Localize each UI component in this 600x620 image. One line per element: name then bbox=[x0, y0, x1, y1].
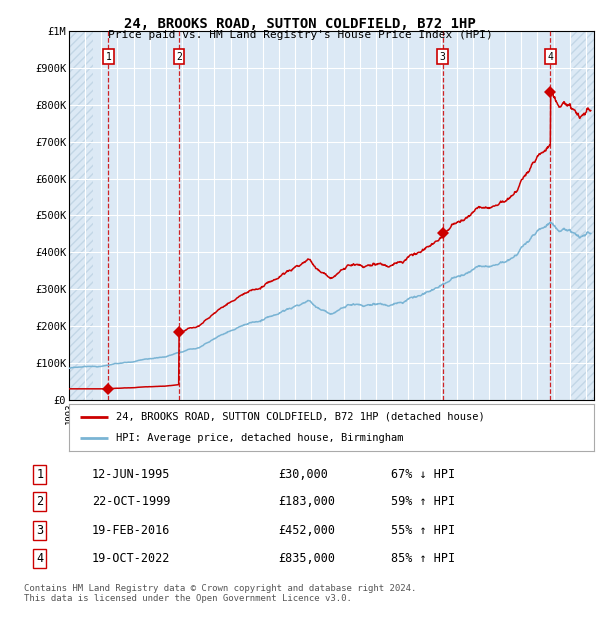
Text: Contains HM Land Registry data © Crown copyright and database right 2024.
This d: Contains HM Land Registry data © Crown c… bbox=[24, 584, 416, 603]
Text: £183,000: £183,000 bbox=[278, 495, 335, 508]
Text: £835,000: £835,000 bbox=[278, 552, 335, 565]
Text: 2: 2 bbox=[36, 495, 43, 508]
Text: 3: 3 bbox=[440, 52, 446, 62]
Bar bbox=[570, 31, 594, 400]
Text: 2: 2 bbox=[176, 52, 182, 62]
Text: 67% ↓ HPI: 67% ↓ HPI bbox=[391, 468, 455, 481]
Text: 4: 4 bbox=[36, 552, 43, 565]
Text: 55% ↑ HPI: 55% ↑ HPI bbox=[391, 524, 455, 536]
Text: 1: 1 bbox=[106, 52, 112, 62]
Text: 59% ↑ HPI: 59% ↑ HPI bbox=[391, 495, 455, 508]
Text: 24, BROOKS ROAD, SUTTON COLDFIELD, B72 1HP: 24, BROOKS ROAD, SUTTON COLDFIELD, B72 1… bbox=[124, 17, 476, 31]
Text: 19-OCT-2022: 19-OCT-2022 bbox=[92, 552, 170, 565]
Text: 85% ↑ HPI: 85% ↑ HPI bbox=[391, 552, 455, 565]
Text: 4: 4 bbox=[547, 52, 553, 62]
Text: HPI: Average price, detached house, Birmingham: HPI: Average price, detached house, Birm… bbox=[116, 433, 404, 443]
Text: 1: 1 bbox=[36, 468, 43, 481]
Text: £30,000: £30,000 bbox=[278, 468, 328, 481]
Bar bbox=[69, 31, 93, 400]
Text: 19-FEB-2016: 19-FEB-2016 bbox=[92, 524, 170, 536]
Text: 24, BROOKS ROAD, SUTTON COLDFIELD, B72 1HP (detached house): 24, BROOKS ROAD, SUTTON COLDFIELD, B72 1… bbox=[116, 412, 485, 422]
Text: 3: 3 bbox=[36, 524, 43, 536]
Text: £452,000: £452,000 bbox=[278, 524, 335, 536]
Text: 12-JUN-1995: 12-JUN-1995 bbox=[92, 468, 170, 481]
Text: Price paid vs. HM Land Registry's House Price Index (HPI): Price paid vs. HM Land Registry's House … bbox=[107, 30, 493, 40]
Text: 22-OCT-1999: 22-OCT-1999 bbox=[92, 495, 170, 508]
